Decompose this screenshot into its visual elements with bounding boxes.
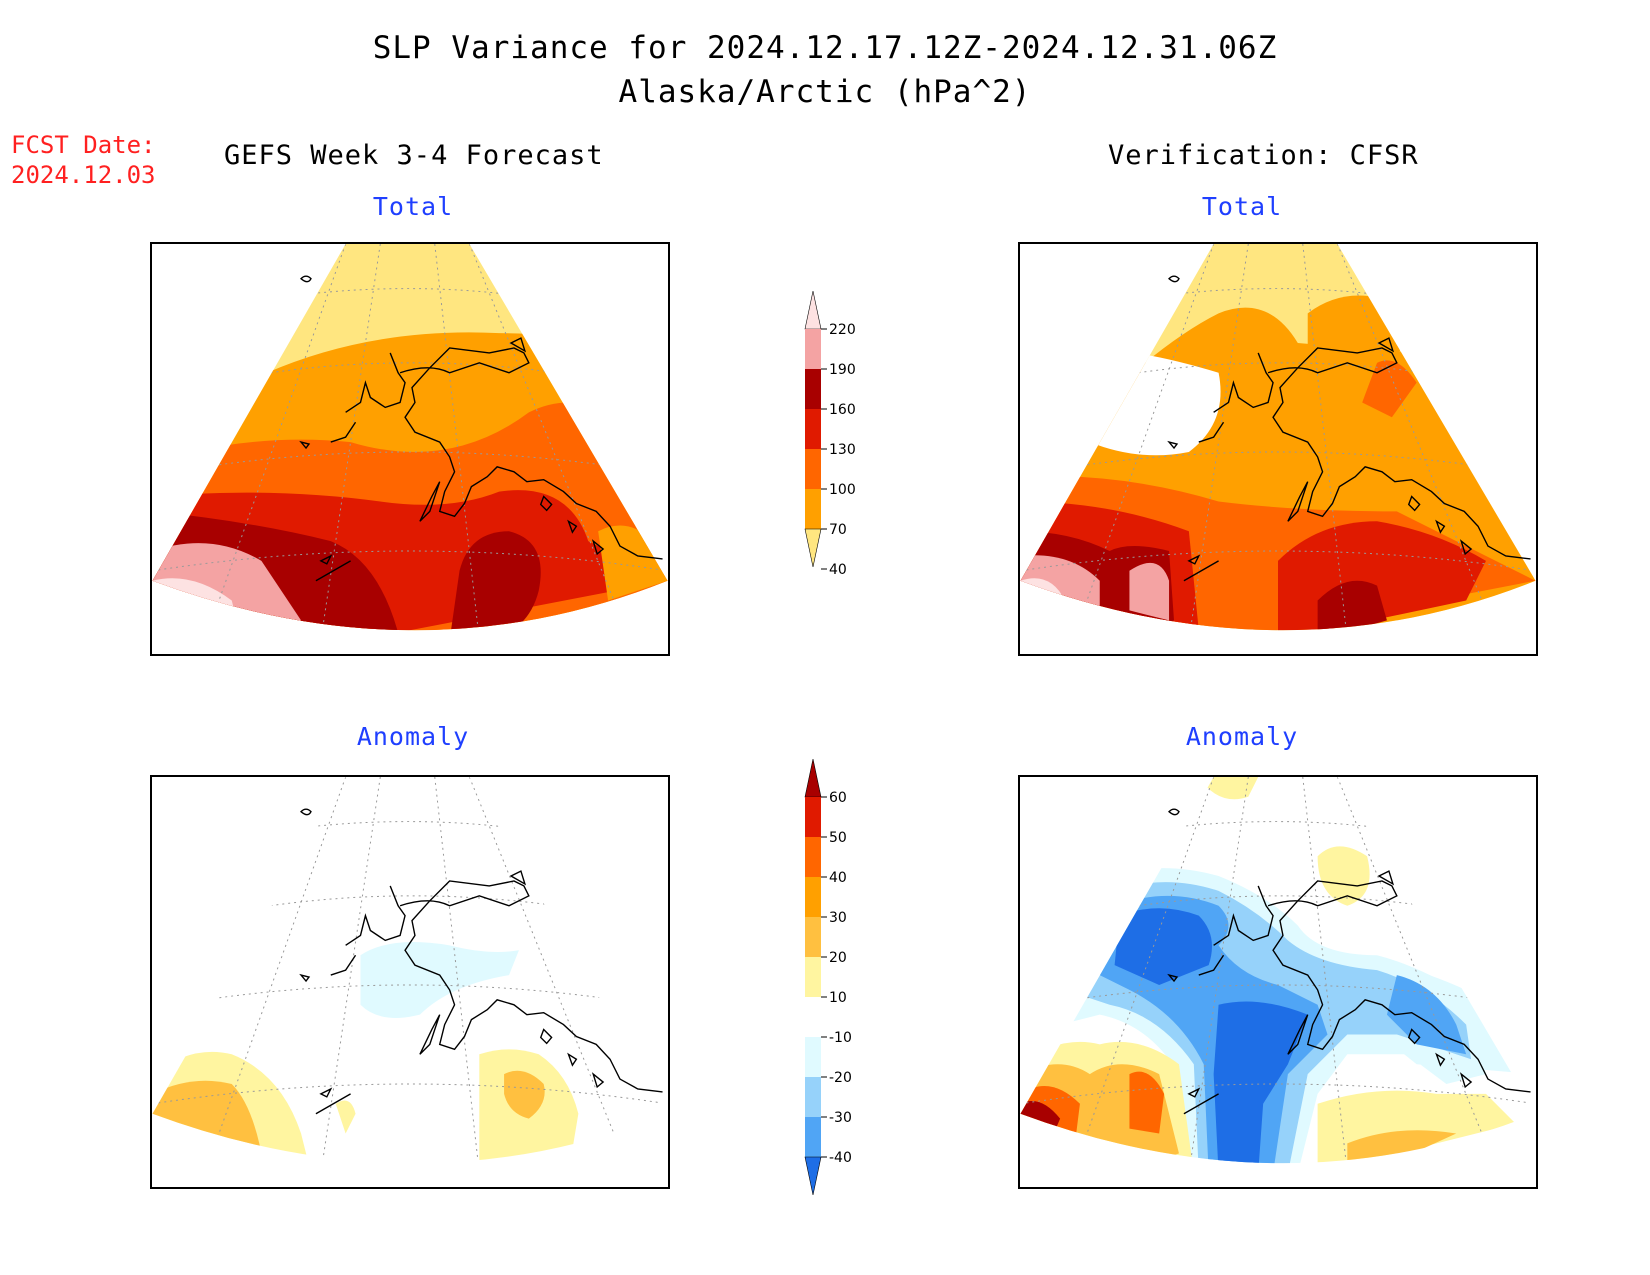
forecast-column-header: GEFS Week 3-4 Forecast <box>224 140 604 171</box>
colorbar-swatch <box>805 1037 821 1077</box>
colorbar-swatch <box>805 837 821 877</box>
verification-column-header: Verification: CFSR <box>1108 140 1419 171</box>
colorbar-tick-label: 10 <box>829 990 847 1006</box>
colorbar-swatch <box>805 1077 821 1117</box>
colorbar-tick-label: 40 <box>829 562 847 578</box>
obs-anomaly-title: Anomaly <box>1185 722 1299 751</box>
colorbar-tick-label: 100 <box>829 482 856 498</box>
obs-anomaly-map <box>1018 775 1538 1189</box>
colorbar-tick-label: 30 <box>829 910 847 926</box>
colorbar-tick-label: -20 <box>829 1070 852 1086</box>
obs-total-map <box>1018 242 1538 656</box>
obs-total-field <box>1020 244 1536 631</box>
chart-title: SLP Variance for 2024.12.17.12Z-2024.12.… <box>372 30 1278 66</box>
colorbar-top-cap <box>804 290 822 330</box>
colorbar-swatch <box>805 797 821 837</box>
obs-anomaly-field <box>1020 777 1536 1164</box>
colorbar-tick-label: -30 <box>829 1110 852 1126</box>
fcst-date-label: FCST Date: <box>11 131 156 159</box>
colorbar-tick-label: -10 <box>829 1030 852 1046</box>
total-colorbar: 220 190 160 130 100 70 40 <box>804 290 856 578</box>
colorbar-swatch <box>805 1117 821 1157</box>
colorbar-tick-label: 60 <box>829 790 847 806</box>
colorbar-tick-label: 20 <box>829 950 847 966</box>
colorbar-bottom-cap <box>804 1156 822 1195</box>
colorbar-tick-label: 190 <box>829 362 856 378</box>
colorbar-swatch <box>805 917 821 957</box>
colorbar-tick-label: 220 <box>829 322 856 338</box>
fcst-anomaly-field <box>152 777 668 1164</box>
colorbar-swatch <box>805 997 821 1037</box>
fcst-date-value: 2024.12.03 <box>11 161 156 189</box>
fcst-total-field <box>152 244 668 631</box>
colorbar-swatch <box>805 449 821 489</box>
colorbar-swatch <box>805 329 821 369</box>
colorbar-swatch <box>805 877 821 917</box>
colorbar-tick-label: -40 <box>829 1150 852 1166</box>
colorbar-top-cap <box>804 758 822 798</box>
obs-total-title: Total <box>1201 192 1283 221</box>
anomaly-colorbar: 60 50 40 30 20 10 -10 -20 -30 -40 <box>804 758 852 1195</box>
colorbar-swatch <box>805 409 821 449</box>
colorbar-swatch <box>805 957 821 997</box>
fcst-total-map <box>150 242 670 656</box>
fcst-anomaly-title: Anomaly <box>356 722 470 751</box>
fcst-anomaly-map <box>150 775 670 1189</box>
colorbar-tick-label: 40 <box>829 870 847 886</box>
fcst-total-title: Total <box>372 192 454 221</box>
colorbar-tick-label: 50 <box>829 830 847 846</box>
chart-subtitle: Alaska/Arctic (hPa^2) <box>618 74 1032 110</box>
colorbar-tick-label: 130 <box>829 442 856 458</box>
colorbar-tick-label: 160 <box>829 402 856 418</box>
colorbar-bottom-cap <box>804 528 822 568</box>
fcst-date-block: FCST Date: 2024.12.03 <box>11 130 156 190</box>
colorbar-tick-label: 70 <box>829 522 847 538</box>
colorbar-swatch <box>805 369 821 409</box>
colorbar-swatch <box>805 489 821 529</box>
